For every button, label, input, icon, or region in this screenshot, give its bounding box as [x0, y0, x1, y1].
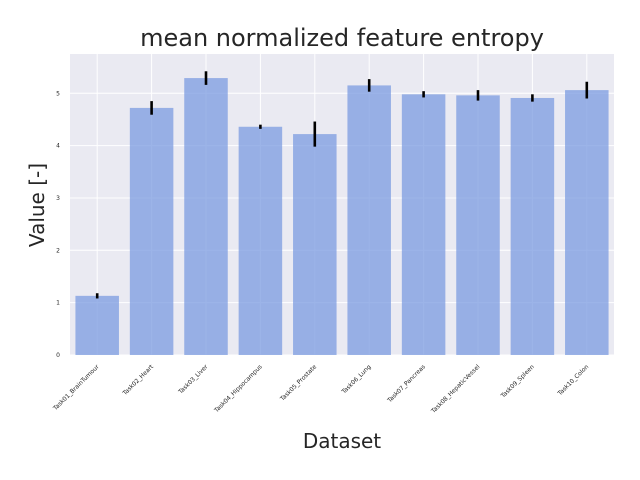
bar-task10-colon	[565, 90, 609, 356]
bar-task05-prostate	[293, 134, 337, 355]
x-tick-label: Task07_Pancreas	[386, 363, 427, 404]
x-tick-label: Task03_Liver	[177, 363, 210, 396]
x-tick-label: Task01_BrainTumour	[51, 363, 101, 413]
y-tick-label: 5	[56, 90, 60, 97]
x-tick-label: Task04_Hippocampus	[212, 363, 263, 414]
x-tick-label: Task09_Spleen	[499, 363, 536, 400]
x-tick-labels: Task01_BrainTumour Task02_Heart Task03_Liv…	[51, 363, 590, 415]
x-tick-label: Task06_Lung	[340, 363, 373, 396]
bar-task03-liver	[184, 78, 228, 355]
y-tick-label: 2	[56, 247, 60, 254]
y-tick-label: 4	[56, 143, 60, 150]
bar-task04-hippocampus	[238, 126, 283, 355]
chart-title: mean normalized feature entropy	[140, 24, 544, 52]
error-bars	[95, 71, 589, 299]
x-tick-label: Task02_Heart	[121, 363, 156, 398]
bar-task06-lung	[347, 85, 391, 356]
x-tick-label: Task05_Prostate	[278, 363, 318, 403]
y-tick-label: 0	[56, 352, 60, 359]
bar-task08-hepaticvessel	[456, 95, 500, 355]
y-tick-label: 1	[56, 300, 60, 307]
y-axis-label: Value [-]	[25, 163, 49, 247]
bar-task09-spleen	[510, 97, 555, 356]
bar-task02-heart	[129, 107, 174, 355]
y-tick-label: 3	[56, 195, 60, 202]
bar-task07-pancreas	[401, 94, 446, 355]
bars	[75, 78, 609, 356]
y-tick-labels: 0 1 2 3 4 5	[56, 90, 60, 359]
bar-task01-braintumour	[75, 295, 119, 355]
x-tick-label: Task10_Colon	[556, 363, 590, 397]
x-tick-label: Task08_HepaticVessel	[429, 363, 481, 415]
x-axis-label: Dataset	[303, 429, 381, 453]
